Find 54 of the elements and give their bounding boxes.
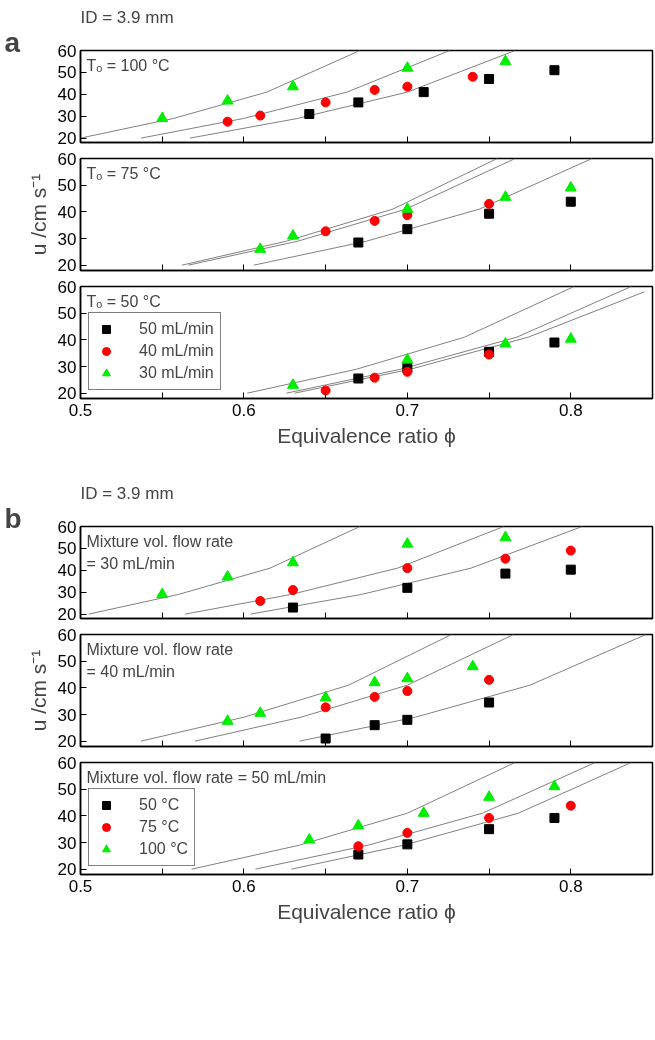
annotation: Mixture vol. flow rate = 30 mL/min bbox=[86, 532, 234, 573]
x-tick-label: 0.8 bbox=[558, 876, 583, 896]
y-tick-label: 50 bbox=[57, 63, 77, 83]
annotation: Tₒ = 50 °C bbox=[86, 292, 161, 310]
y-tick-label: 60 bbox=[57, 625, 77, 645]
y-tick-label: 60 bbox=[57, 41, 77, 61]
x-axis-title: Equivalence ratio ϕ bbox=[277, 899, 456, 923]
y-tick-label: 20 bbox=[57, 256, 77, 276]
text: b bbox=[4, 502, 22, 534]
y-tick-label: 20 bbox=[57, 129, 77, 149]
y-axis-title: u /cm s⁻¹ bbox=[26, 173, 50, 256]
y-tick-label: 50 bbox=[57, 652, 77, 672]
y-tick-label: 40 bbox=[57, 202, 77, 222]
x-tick-label: 0.6 bbox=[232, 400, 256, 420]
x-tick-label: 0.6 bbox=[232, 876, 256, 896]
annotation: Tₒ = 100 °C bbox=[86, 56, 170, 74]
y-tick-label: 50 bbox=[57, 539, 77, 559]
y-tick-label: 40 bbox=[57, 85, 77, 105]
chart-title: ID = 3.9 mm bbox=[80, 483, 174, 503]
legend-label: 40 mL/min bbox=[139, 342, 214, 360]
y-axis-title: u /cm s⁻¹ bbox=[26, 649, 50, 732]
y-tick-label: 50 bbox=[57, 780, 77, 800]
chart-title: ID = 3.9 mm bbox=[80, 7, 174, 27]
legend-label: 50 °C bbox=[139, 796, 180, 814]
legend-label: 100 °C bbox=[139, 840, 189, 858]
annotation: Mixture vol. flow rate = 40 mL/min bbox=[86, 640, 234, 681]
y-tick-label: 30 bbox=[57, 357, 77, 377]
annotation: Mixture vol. flow rate = 50 mL/min bbox=[86, 768, 327, 786]
y-tick-label: 30 bbox=[57, 583, 77, 603]
x-tick-label: 0.7 bbox=[395, 876, 420, 896]
annotation: Tₒ = 75 °C bbox=[86, 164, 161, 182]
y-tick-label: 40 bbox=[57, 678, 77, 698]
y-tick-label: 30 bbox=[57, 705, 77, 725]
y-tick-label: 60 bbox=[57, 517, 77, 537]
legend-label: 50 mL/min bbox=[139, 320, 214, 338]
y-tick-label: 50 bbox=[57, 304, 77, 324]
y-tick-label: 30 bbox=[57, 107, 77, 127]
x-tick-label: 0.8 bbox=[558, 400, 583, 420]
y-tick-label: 30 bbox=[57, 833, 77, 853]
y-tick-label: 60 bbox=[57, 753, 77, 773]
x-axis-title: Equivalence ratio ϕ bbox=[277, 423, 456, 447]
x-tick-label: 0.7 bbox=[395, 400, 420, 420]
legend-label: 30 mL/min bbox=[139, 364, 214, 382]
y-tick-label: 30 bbox=[57, 229, 77, 249]
y-tick-label: 60 bbox=[57, 149, 77, 169]
y-tick-label: 50 bbox=[57, 176, 77, 196]
y-tick-label: 20 bbox=[57, 605, 77, 625]
y-tick-label: 60 bbox=[57, 277, 77, 297]
legend-label: 75 °C bbox=[139, 818, 180, 836]
y-tick-label: 40 bbox=[57, 561, 77, 581]
y-tick-label: 40 bbox=[57, 806, 77, 826]
text: a bbox=[4, 26, 21, 58]
y-tick-label: 40 bbox=[57, 330, 77, 350]
y-tick-label: 20 bbox=[57, 732, 77, 752]
